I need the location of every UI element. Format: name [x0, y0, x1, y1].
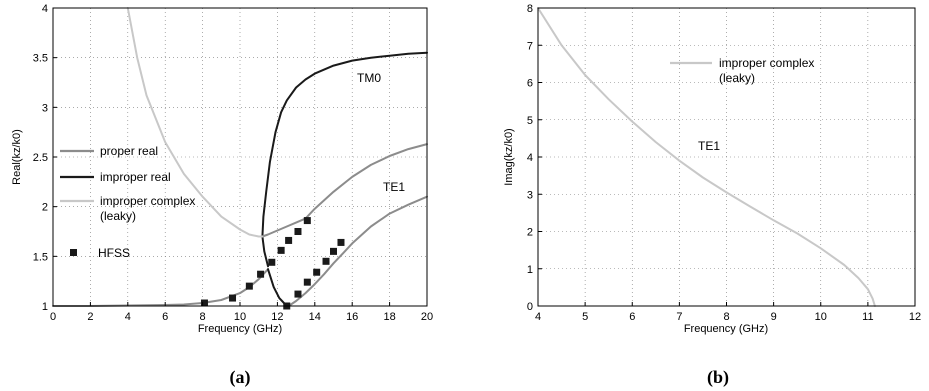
chart-a-yticks: 1 1.5 2 2.5 3 3.5 4 [33, 3, 57, 313]
hfss-point [313, 268, 321, 276]
x-tick-label: 5 [582, 311, 588, 323]
hfss-point [285, 236, 293, 244]
hfss-point [245, 282, 253, 290]
x-tick-label: 11 [862, 311, 873, 323]
hfss-point [200, 299, 208, 307]
y-tick-label: 6 [527, 78, 533, 90]
hfss-point [268, 258, 276, 266]
x-tick-label: 10 [234, 311, 246, 323]
chart-b-caption: (b) [707, 367, 729, 388]
chart-a-caption: (a) [230, 367, 251, 388]
series-line-proper-real-tm0 [261, 143, 428, 238]
x-tick-label: 4 [535, 311, 541, 323]
x-tick-label: 6 [162, 311, 168, 323]
chart-b-grid [538, 8, 915, 306]
x-tick-label: 10 [815, 311, 827, 323]
legend-label-proper-real: proper real [100, 144, 158, 158]
x-tick-label: 8 [723, 311, 729, 323]
x-tick-label: 0 [50, 311, 56, 323]
y-tick-label: 5 [527, 115, 533, 127]
hfss-point [257, 270, 265, 278]
chart-a-xticks: 0 2 4 6 8 10 12 14 16 18 20 [50, 302, 433, 323]
hfss-point [229, 294, 237, 302]
x-tick-label: 18 [383, 311, 395, 323]
series-line-improper-real-lower [267, 268, 290, 307]
x-tick-label: 9 [771, 311, 777, 323]
x-tick-label: 4 [125, 311, 131, 323]
chart-a-ylabel: Real(kz/k0) [11, 129, 23, 185]
x-tick-label: 20 [421, 311, 433, 323]
y-tick-label: 4 [42, 3, 48, 15]
annotation-te1-a: TE1 [383, 180, 405, 194]
chart-b-yticks: 0 1 2 3 4 5 6 7 8 [527, 3, 542, 313]
hfss-point [294, 228, 302, 235]
y-tick-label: 1 [42, 301, 48, 313]
y-tick-label: 3.5 [33, 53, 48, 65]
y-tick-label: 2.5 [33, 152, 48, 164]
y-tick-label: 2 [42, 202, 48, 214]
chart-a: 0 2 4 6 8 10 12 14 16 18 20 1 1.5 2 2.5 3 3.5 4 Frequenc… [11, 3, 433, 388]
series-line-improper-complex [126, 7, 264, 238]
chart-b-xlabel: Frequency (GHz) [684, 323, 768, 335]
chart-a-xlabel: Frequency (GHz) [198, 323, 282, 335]
legend-label-leaky: (leaky) [100, 209, 136, 223]
x-tick-label: 8 [200, 311, 206, 323]
chart-b-legend: improper complex (leaky) [670, 56, 814, 85]
y-tick-label: 2 [527, 227, 533, 239]
x-tick-label: 16 [346, 311, 358, 323]
x-tick-label: 6 [629, 311, 635, 323]
y-tick-label: 3 [42, 102, 48, 114]
chart-b-ylabel: Imag(kz/k0) [503, 128, 515, 185]
hfss-point [277, 246, 285, 254]
hfss-point [337, 238, 345, 246]
y-tick-label: 3 [527, 189, 533, 201]
chart-b-xticks: 4 5 6 7 8 9 10 11 12 [535, 302, 921, 323]
y-tick-label: 1 [527, 264, 533, 276]
hfss-point [303, 217, 311, 225]
series-line-improper-complex-imag [537, 7, 876, 307]
legend-label-improper-complex-b: improper complex [719, 56, 814, 70]
y-tick-label: 7 [527, 40, 533, 52]
x-tick-label: 12 [271, 311, 283, 323]
legend-swatch-hfss [70, 249, 77, 256]
y-tick-label: 1.5 [33, 251, 48, 263]
chart-b-series [537, 7, 876, 307]
hfss-point [330, 247, 337, 255]
annotation-tm0: TM0 [357, 71, 381, 85]
hfss-point [303, 278, 311, 286]
x-tick-label: 12 [909, 311, 921, 323]
hfss-point [322, 257, 330, 265]
annotation-te1-b: TE1 [698, 139, 720, 153]
legend-label-leaky-b: (leaky) [719, 71, 755, 85]
legend-label-improper-complex: improper complex [100, 194, 195, 208]
y-tick-label: 8 [527, 3, 533, 15]
chart-a-hfss-markers [200, 217, 345, 310]
series-line-improper-real [261, 51, 428, 268]
hfss-point [294, 290, 302, 298]
x-tick-label: 2 [87, 311, 93, 323]
chart-a-legend: proper real improper real improper compl… [60, 144, 195, 260]
legend-label-improper-real: improper real [100, 170, 171, 184]
y-tick-label: 4 [527, 152, 533, 164]
x-tick-label: 14 [309, 311, 321, 323]
x-tick-label: 7 [676, 311, 682, 323]
series-line-proper-real-te1-upper [287, 195, 428, 307]
y-tick-label: 0 [527, 301, 533, 313]
legend-label-hfss: HFSS [98, 246, 130, 260]
